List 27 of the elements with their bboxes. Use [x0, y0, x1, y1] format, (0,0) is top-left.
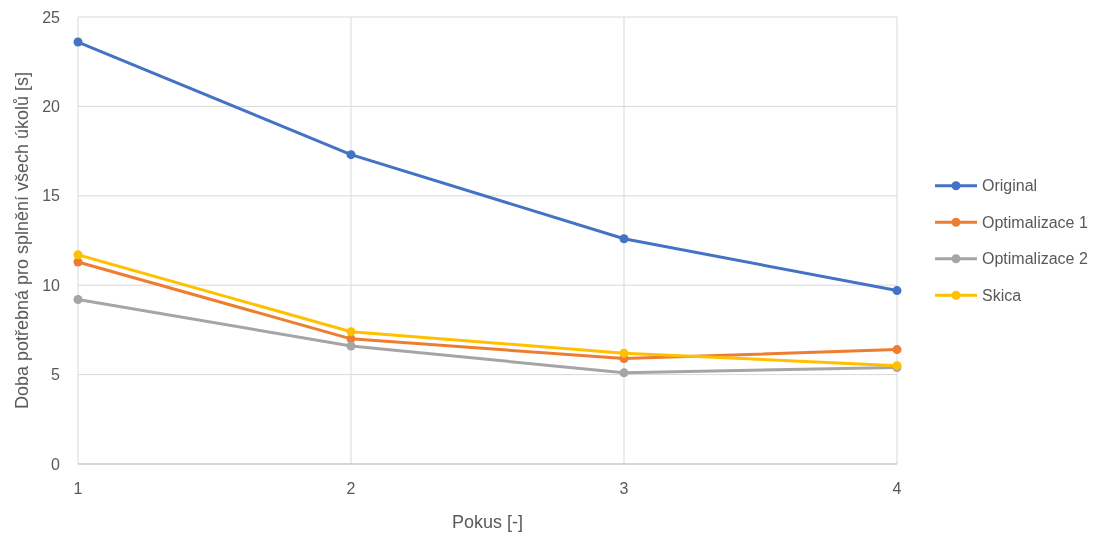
y-tick-label: 10 [42, 276, 61, 294]
point [619, 348, 629, 358]
x-tick-label: 1 [73, 480, 83, 497]
y-tick-label: 5 [51, 366, 61, 384]
legend-label: Original [982, 177, 1038, 195]
point [346, 150, 356, 160]
x-axis-title: Pokus [-] [451, 512, 524, 532]
y-tick-label: 0 [51, 455, 61, 473]
y-axis-title: Doba potřebná pro splnění všech úkolů [s] [12, 71, 32, 410]
legend-label: Skica [982, 286, 1022, 304]
legend-label: Optimalizace 1 [982, 213, 1088, 231]
point [73, 37, 83, 47]
x-tick-label: 4 [892, 480, 902, 497]
point [73, 295, 83, 304]
point [346, 327, 356, 337]
x-tick-label: 2 [346, 480, 356, 497]
y-tick-label: 15 [42, 187, 61, 205]
y-tick-label: 20 [42, 98, 61, 115]
y-tick-label: 25 [42, 8, 61, 26]
point [619, 368, 629, 378]
point [892, 345, 902, 355]
point [73, 250, 83, 260]
x-tick-label: 3 [619, 480, 629, 497]
point [619, 234, 629, 244]
point [892, 286, 902, 296]
point [346, 341, 356, 351]
legend-label: Optimalizace 2 [982, 250, 1088, 268]
